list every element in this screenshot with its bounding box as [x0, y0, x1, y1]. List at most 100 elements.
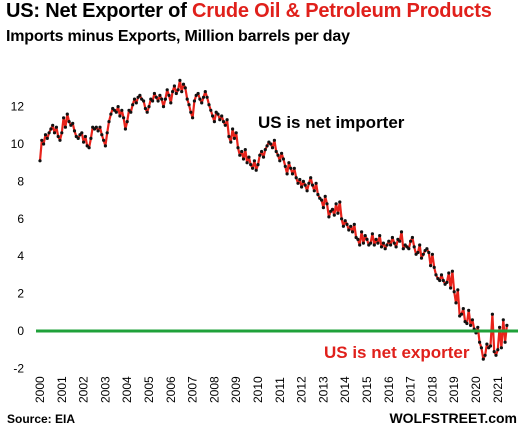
data-point	[80, 131, 84, 135]
data-point	[211, 114, 215, 118]
data-point	[467, 308, 471, 312]
data-point	[276, 153, 280, 157]
chart-subtitle: Imports minus Exports, Million barrels p…	[6, 28, 350, 45]
y-tick-label: 12	[11, 100, 25, 114]
y-tick-label: -2	[13, 361, 24, 375]
data-point	[134, 101, 138, 105]
data-point	[260, 149, 264, 154]
data-point	[165, 88, 169, 92]
data-point	[278, 159, 282, 163]
data-point	[58, 138, 62, 142]
x-tick-label: 2009	[229, 376, 243, 403]
data-point	[56, 134, 60, 139]
data-point	[350, 230, 355, 234]
data-point	[87, 146, 91, 150]
data-point	[201, 95, 206, 99]
data-point	[123, 127, 127, 131]
data-point	[432, 265, 436, 269]
data-point	[100, 133, 104, 137]
data-point	[60, 131, 64, 135]
data-point	[481, 357, 485, 361]
data-point	[47, 131, 51, 135]
data-point	[287, 161, 291, 165]
data-point	[352, 222, 356, 226]
data-point	[71, 121, 75, 125]
data-point	[234, 131, 238, 135]
data-point	[496, 348, 500, 352]
data-point	[216, 112, 220, 116]
data-point	[98, 125, 102, 129]
data-point	[372, 243, 376, 247]
data-point	[421, 252, 425, 256]
data-point	[485, 342, 489, 346]
y-tick-label: 10	[11, 137, 25, 151]
data-point	[223, 123, 227, 127]
data-point	[82, 140, 86, 144]
data-point	[378, 234, 382, 238]
data-point	[240, 149, 244, 154]
title-prefix: US: Net Exporter of	[6, 0, 193, 22]
data-point	[390, 235, 394, 240]
data-point	[309, 176, 313, 180]
data-point	[338, 200, 342, 204]
data-point	[398, 239, 402, 243]
data-point	[151, 99, 155, 103]
data-point	[316, 192, 320, 197]
data-point	[361, 241, 365, 245]
data-point	[356, 237, 360, 241]
data-point	[218, 118, 222, 122]
data-point	[200, 101, 204, 105]
data-point	[229, 140, 233, 144]
data-point	[452, 290, 456, 294]
data-point	[365, 237, 369, 241]
x-tick-label: 2001	[55, 376, 69, 403]
data-point	[187, 103, 191, 107]
data-point	[42, 142, 46, 146]
data-point	[189, 110, 193, 114]
data-point	[94, 125, 98, 129]
data-point	[52, 131, 57, 135]
data-point	[158, 93, 162, 97]
data-point	[476, 325, 480, 329]
data-point	[490, 312, 494, 316]
data-point	[107, 120, 111, 124]
data-point	[360, 230, 364, 234]
data-point	[383, 247, 387, 251]
data-point	[196, 91, 200, 96]
data-point	[176, 88, 180, 92]
data-point	[83, 134, 87, 139]
data-point	[102, 138, 106, 142]
data-point	[392, 241, 396, 245]
x-tick-label: 2007	[186, 376, 200, 403]
x-tick-label: 2015	[360, 376, 374, 403]
data-point	[156, 99, 160, 103]
data-point	[191, 116, 195, 120]
data-point	[51, 123, 55, 127]
data-point	[379, 245, 384, 249]
data-point	[283, 164, 287, 168]
data-point	[450, 269, 454, 273]
data-point	[251, 166, 255, 170]
y-tick-label: 8	[17, 174, 24, 188]
data-point	[227, 134, 231, 139]
data-point	[89, 136, 93, 140]
data-point	[261, 155, 266, 159]
data-point	[118, 114, 122, 118]
data-point	[340, 217, 344, 221]
data-point	[138, 93, 142, 97]
data-point	[254, 168, 258, 172]
data-point	[301, 179, 305, 183]
data-point	[116, 105, 120, 109]
data-point	[220, 114, 224, 118]
data-point	[265, 144, 269, 148]
data-point	[280, 151, 284, 155]
y-tick-label: 6	[17, 212, 24, 226]
data-point	[38, 159, 42, 163]
y-tick-label: 4	[17, 249, 24, 263]
x-tick-label: 2016	[382, 376, 396, 403]
data-point	[347, 228, 351, 232]
data-point	[445, 280, 449, 284]
data-point	[256, 163, 260, 167]
data-point	[336, 211, 340, 215]
source-note: Source: EIA	[7, 412, 76, 426]
